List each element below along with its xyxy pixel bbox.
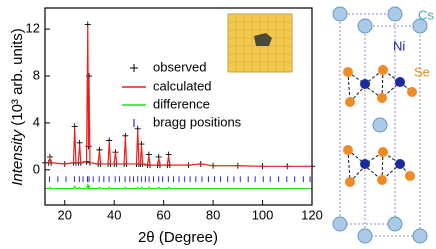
observed-point xyxy=(84,21,91,28)
y-tick-label: 12 xyxy=(26,21,40,36)
series-line xyxy=(45,26,312,167)
legend-marker xyxy=(130,64,138,72)
x-axis-label: 2θ (Degree) xyxy=(138,229,218,246)
x-tick-label: 120 xyxy=(301,207,323,222)
observed-point xyxy=(71,123,78,130)
y-axis-label: Intensity (10³ arb. units) xyxy=(9,28,26,186)
plot-frame xyxy=(44,7,313,206)
y-label-rest: (10³ arb. units) xyxy=(9,28,26,126)
legend-label: calculated xyxy=(153,78,212,93)
legend-label: observed xyxy=(153,59,206,74)
y-tick-label: 8 xyxy=(33,67,40,82)
series-line xyxy=(45,182,312,190)
legend-label: difference xyxy=(153,96,210,111)
legend-label: bragg positions xyxy=(153,114,242,129)
y-tick-label: 0 xyxy=(33,161,40,176)
x-tick-label: 20 xyxy=(58,207,72,222)
crystal-structure: Cs Ni Se xyxy=(332,6,434,244)
cs-label: Cs xyxy=(418,7,434,22)
y-label-italic: Intensity xyxy=(9,128,26,185)
y-tick-label: 4 xyxy=(33,114,40,129)
se-label: Se xyxy=(414,64,430,79)
inset-photo xyxy=(227,13,293,73)
ni-label: Ni xyxy=(393,38,405,53)
x-tick-label: 40 xyxy=(107,207,121,222)
x-tick-label: 100 xyxy=(252,207,274,222)
x-tick-label: 60 xyxy=(156,207,170,222)
x-tick-label: 80 xyxy=(206,207,220,222)
